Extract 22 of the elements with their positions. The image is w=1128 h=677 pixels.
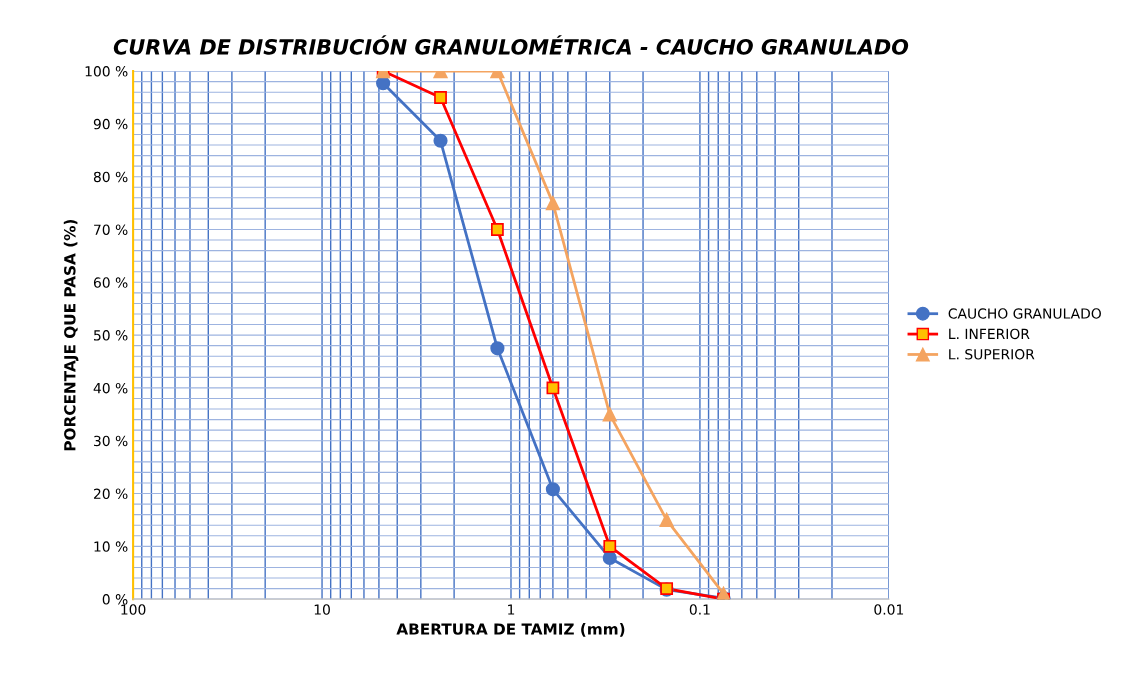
y-axis-title: PORCENTAJE QUE PASA (%)	[63, 219, 79, 451]
x-axis-title: ABERTURA DE TAMIZ (mm)	[396, 623, 625, 637]
y-tick-label: 70 %	[94, 224, 128, 235]
legend-label: CAUCHO GRANULADO	[948, 308, 1101, 319]
x-tick-label: 1	[508, 604, 515, 615]
y-tick-label: 90 %	[93, 118, 128, 130]
y-tick-label: 80 %	[93, 171, 128, 183]
legend-label: L. INFERIOR	[949, 328, 1030, 340]
y-tick-label: 40 %	[93, 382, 128, 394]
x-tick-label: 100	[121, 604, 146, 615]
y-tick-label: 60 %	[93, 277, 128, 288]
chart-title: CURVA DE DISTRIBUCIÓN GRANULOMÉTRICA - CAUCHO GRANULADO	[113, 35, 909, 55]
y-tick-label: 50 %	[94, 330, 128, 341]
y-tick-label: 100 %	[85, 66, 128, 77]
y-tick-label: 10 %	[94, 541, 128, 552]
y-tick-label: 30 %	[94, 435, 128, 447]
y-tick-label: 20 %	[93, 488, 128, 500]
y-tick-label: 0 %	[102, 594, 128, 605]
x-tick-label: 0.1	[689, 604, 710, 615]
legend-label: L. SUPERIOR	[949, 349, 1035, 360]
x-tick-label: 10	[314, 604, 330, 615]
x-tick-label: 0.01	[874, 604, 904, 615]
